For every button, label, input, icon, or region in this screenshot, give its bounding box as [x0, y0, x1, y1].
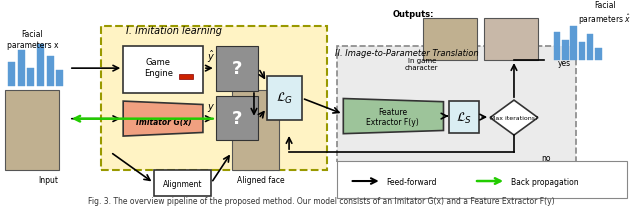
- Text: Feed-forward: Feed-forward: [387, 177, 437, 186]
- Text: Facial
parameters $\hat{x}$: Facial parameters $\hat{x}$: [579, 1, 632, 27]
- Text: $\mathcal{L}_S$: $\mathcal{L}_S$: [456, 110, 472, 125]
- Bar: [216, 96, 259, 141]
- Text: Game
Engine: Game Engine: [144, 58, 173, 77]
- Text: Outputs:: Outputs:: [393, 10, 434, 19]
- Text: Feature
Extractor F(y): Feature Extractor F(y): [366, 108, 419, 127]
- Polygon shape: [343, 99, 444, 134]
- Bar: [123, 47, 203, 94]
- Text: Back propagation: Back propagation: [511, 177, 579, 186]
- Polygon shape: [490, 101, 538, 135]
- Bar: [101, 27, 327, 170]
- Text: $y$: $y$: [207, 102, 215, 114]
- Bar: [28, 69, 35, 87]
- Text: Imitator G(x): Imitator G(x): [136, 117, 191, 126]
- Bar: [216, 46, 259, 91]
- Bar: [267, 77, 302, 121]
- Text: II. Image-to-Parameter Translation: II. Image-to-Parameter Translation: [335, 48, 479, 57]
- Text: I. Imitation learning: I. Imitation learning: [126, 26, 222, 36]
- Bar: [47, 57, 54, 87]
- Text: $\mathcal{L}_G$: $\mathcal{L}_G$: [276, 90, 293, 105]
- Bar: [337, 47, 576, 162]
- Bar: [5, 91, 60, 170]
- Text: $\hat{y}$: $\hat{y}$: [207, 49, 215, 65]
- Bar: [8, 63, 15, 87]
- Text: yes: yes: [558, 58, 572, 67]
- Text: Aligned face: Aligned face: [237, 175, 284, 184]
- Bar: [587, 35, 593, 61]
- Bar: [423, 19, 477, 61]
- Bar: [484, 19, 538, 61]
- Text: no: no: [541, 153, 550, 162]
- Bar: [449, 102, 479, 133]
- Bar: [337, 161, 627, 198]
- Bar: [56, 71, 63, 87]
- Text: Fig. 3. The overview pipeline of the proposed method. Our model consists of an I: Fig. 3. The overview pipeline of the pro…: [88, 196, 554, 205]
- Polygon shape: [123, 102, 203, 136]
- Bar: [570, 27, 577, 61]
- Polygon shape: [179, 75, 193, 80]
- Bar: [579, 43, 585, 61]
- Text: In game
character: In game character: [405, 57, 438, 70]
- Bar: [595, 49, 602, 61]
- Bar: [37, 45, 44, 87]
- Bar: [18, 51, 25, 87]
- Bar: [562, 41, 568, 61]
- Text: Facial
parameters x: Facial parameters x: [7, 30, 58, 50]
- Text: ?: ?: [232, 110, 243, 128]
- Text: Alignment: Alignment: [163, 179, 202, 188]
- Bar: [154, 170, 211, 196]
- Text: ?: ?: [232, 60, 243, 78]
- Bar: [554, 33, 560, 61]
- Text: Max iterations?: Max iterations?: [490, 115, 538, 120]
- Bar: [232, 91, 280, 170]
- Text: Input: Input: [38, 175, 58, 184]
